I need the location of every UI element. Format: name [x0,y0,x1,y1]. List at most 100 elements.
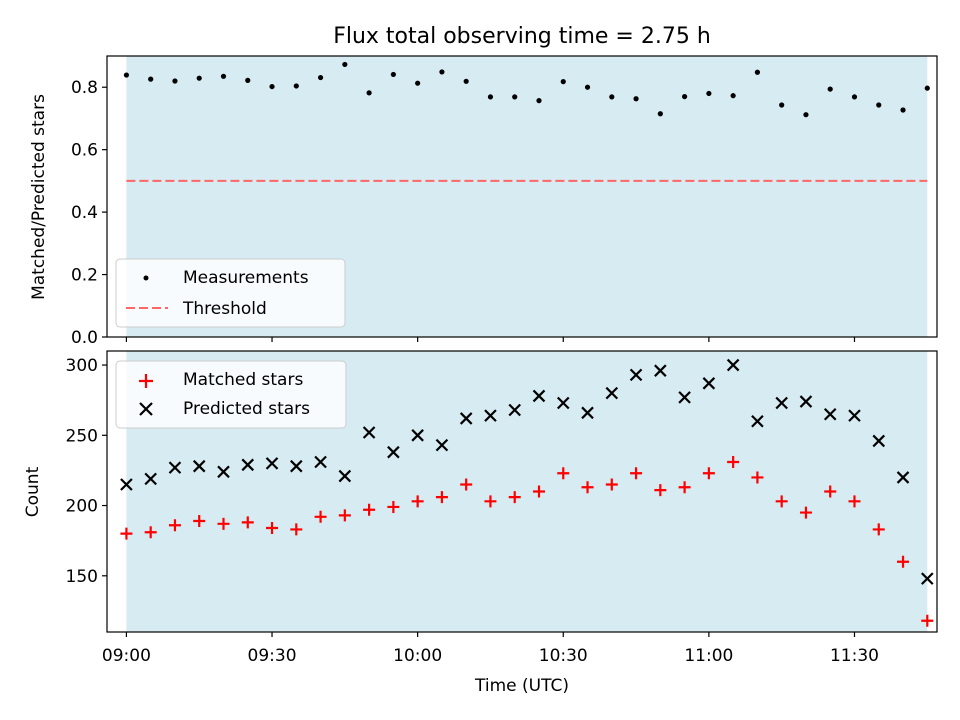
predicted-star-point [896,471,910,484]
measurement-point [706,90,712,97]
panel-ratio-frame [106,55,938,338]
x-tick-label: 11:30 [830,646,879,666]
matched-star-point [702,467,715,480]
panel-counts: 150 200 250 300 09:00 09:30 10:00 10:30 11:00 11… [23,350,938,696]
matched-star-point [532,485,545,498]
measurement-point [779,102,785,108]
panel-ratio: 0.00.20.40.60.8 Matched/Predicted stars … [29,55,938,348]
predicted-star-point [848,409,861,422]
predicted-star-point [362,426,376,439]
x-tick-label: 11:00 [684,646,733,666]
predicted-star-point [144,472,157,486]
x-tick-label: 09:00 [102,646,151,666]
predicted-star-point [799,395,813,408]
predicted-star-point [605,386,619,400]
predicted-star-point [168,461,182,474]
legend-ratio: Measurements Threshold [115,258,346,328]
predicted-star-point [459,412,473,425]
predicted-star-point [265,457,279,470]
predicted-star-point [872,434,886,448]
legend-counts-box [115,360,347,429]
predicted-star-point [654,364,667,377]
x-tick-label: 10:30 [539,646,588,666]
predicted-star-point [726,358,740,372]
predicted-star-point [241,458,255,472]
matched-star-point [557,467,570,480]
measurement-point [390,71,396,78]
predicted-star-point [751,414,764,428]
measurement-point [487,94,494,100]
matched-star-point [581,481,594,494]
measurement-point [269,83,275,90]
matched-star-point [848,495,861,508]
measurement-point [317,74,324,81]
measurement-point [633,96,639,102]
panel-counts-y-axis: 150 200 250 300 [66,356,107,587]
matched-star-point [241,516,254,529]
legend-predicted-label: Predicted stars [183,399,310,419]
y-tick-label: 250 [66,426,98,446]
matched-star-point [266,522,279,535]
matched-star-point [338,509,351,522]
predicted-star-point [290,459,303,473]
y-tick-label: 300 [66,356,98,376]
measurement-point [512,94,518,100]
predicted-star-point [508,403,521,417]
predicted-star-point [921,572,934,585]
y-tick-label: 0.4 [71,203,98,223]
measurement-point [293,83,299,89]
matched-star-point [435,491,448,504]
matched-star-point [144,526,157,539]
panel-ratio-y-label: Matched/Predicted stars [29,94,49,300]
measurement-point [851,94,858,100]
measurement-point [220,73,227,79]
measurement-point [609,94,615,100]
matched-star-point [217,517,230,530]
matched-star-point [605,478,618,491]
matched-star-point [921,614,934,627]
measurement-point [366,90,372,96]
matched-star-point [751,471,764,484]
predicted-star-point [532,389,546,403]
predicted-star-point [314,455,327,469]
legend-counts: Matched stars Predicted stars [115,360,347,429]
measurement-point [196,75,202,81]
measurement-point [754,69,761,75]
measurement-point [342,61,348,68]
panel-counts-y-label: Count [23,466,43,517]
matched-star-point [387,500,400,513]
panel-ratio-y-axis: 0.0 0.2 0.4 0.6 0.8 [71,78,107,348]
matched-star-point [411,495,424,508]
matched-star-point [193,515,206,528]
count-points [120,358,934,627]
matched-star-point [727,455,740,468]
predicted-star-point [629,368,643,382]
matched-star-point [484,495,497,508]
legend-predicted-swatch [139,402,153,416]
panel-counts-frame [106,350,938,633]
measurement-point [123,72,130,78]
measurement-point [536,98,542,104]
measurement-point [463,78,469,84]
predicted-star-point [411,429,424,442]
matched-star-point [290,523,303,536]
legend-measurements-label: Measurements [183,268,309,288]
measurement-point [900,107,906,113]
matched-star-point [654,484,667,497]
chart-title: Flux total observing time = 2.75 h [333,24,711,49]
matched-star-point [460,478,473,491]
predicted-star-point [678,391,691,404]
measurement-point [730,93,736,99]
legend-matched-label: Matched stars [183,370,303,390]
legend-ratio-box [115,258,346,328]
measurement-point [245,77,251,83]
y-tick-label: 0.6 [71,141,98,161]
legend-measurements-swatch [143,275,149,281]
predicted-star-point [120,478,133,491]
predicted-star-point [484,409,497,422]
matched-star-point [897,555,910,568]
measurement-point [827,86,833,92]
x-tick-label: 09:30 [248,646,297,666]
predicted-star-point [435,438,449,452]
predicted-star-point [387,445,400,459]
